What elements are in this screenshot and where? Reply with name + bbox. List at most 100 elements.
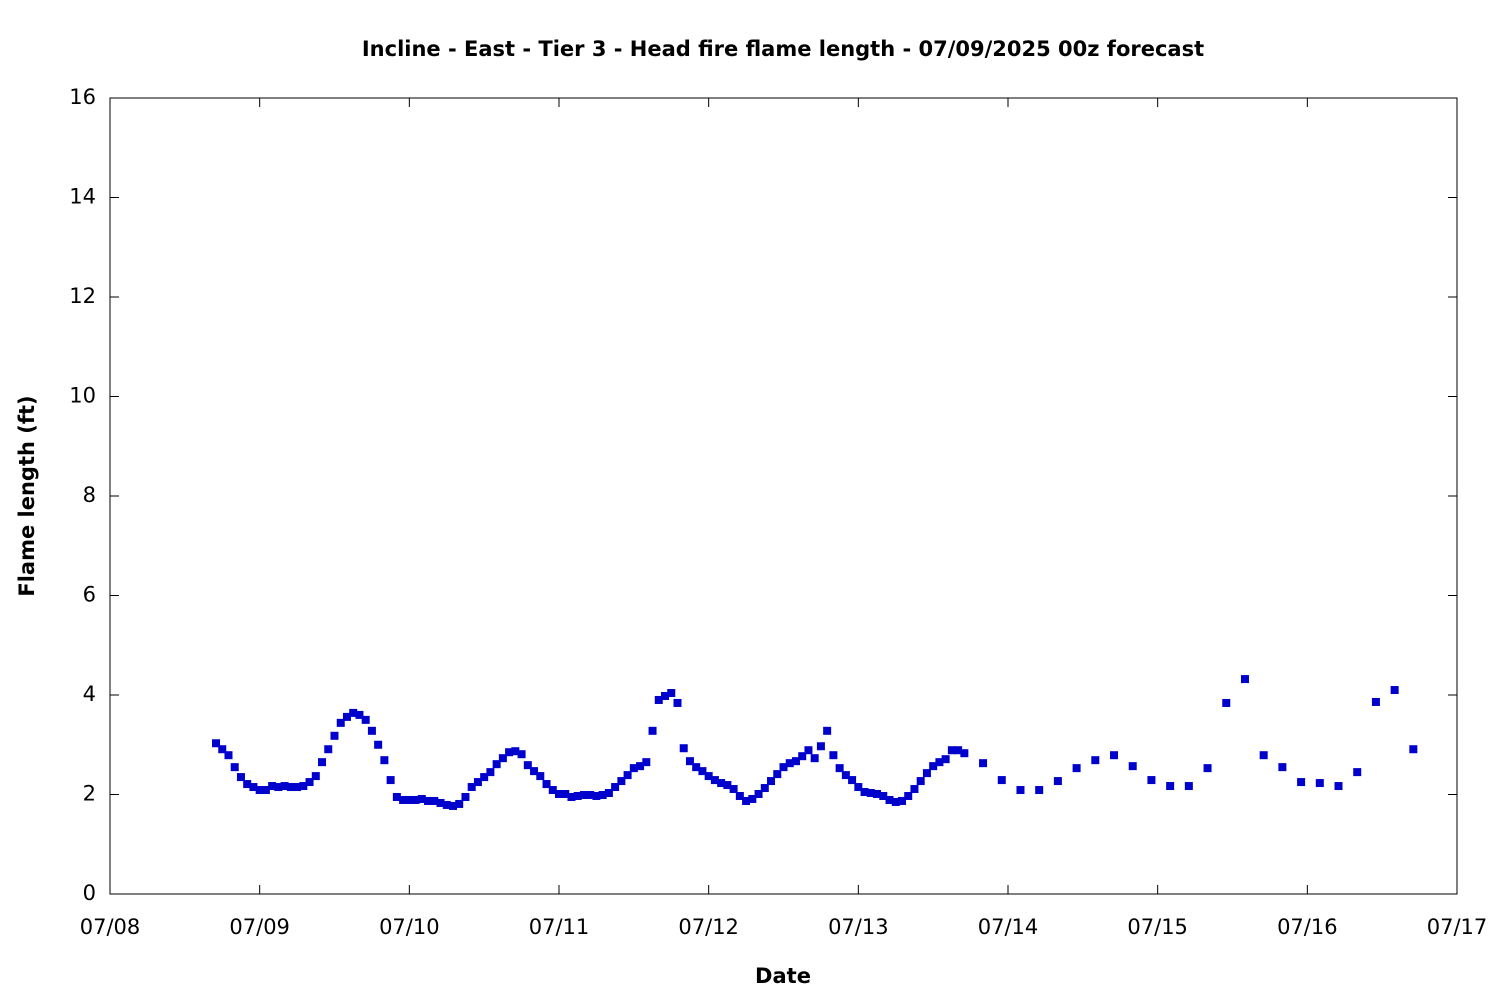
point — [717, 779, 726, 788]
point — [785, 759, 794, 768]
point — [342, 712, 351, 721]
point — [243, 780, 252, 789]
point — [442, 800, 451, 809]
point — [380, 756, 389, 765]
point — [299, 782, 308, 791]
point — [617, 777, 626, 786]
y-axis-label: Flame length (ft) — [15, 395, 39, 596]
point — [904, 791, 913, 800]
point — [511, 747, 520, 756]
point — [212, 739, 221, 748]
x-axis-label: Date — [755, 964, 811, 988]
point — [255, 786, 264, 795]
point — [392, 792, 401, 801]
point — [810, 754, 819, 763]
x-tick-label: 07/16 — [1277, 915, 1338, 939]
point — [916, 777, 925, 786]
point — [642, 758, 651, 767]
point — [773, 770, 782, 779]
point — [336, 718, 345, 727]
point — [692, 763, 701, 772]
point — [498, 754, 507, 763]
point — [592, 791, 601, 800]
point — [723, 781, 732, 790]
point — [954, 746, 963, 755]
point — [1315, 779, 1324, 788]
point — [679, 744, 688, 753]
point — [448, 801, 457, 810]
point — [910, 785, 919, 794]
point — [1390, 686, 1399, 695]
point — [517, 750, 526, 759]
point — [929, 762, 938, 771]
point — [461, 792, 470, 801]
point — [367, 726, 376, 735]
point — [636, 762, 645, 771]
point — [611, 783, 620, 792]
point — [791, 757, 800, 766]
point — [455, 799, 464, 808]
point — [710, 776, 719, 785]
point — [286, 783, 295, 792]
point — [573, 791, 582, 800]
point — [486, 768, 495, 777]
point — [1147, 776, 1156, 785]
point — [1110, 751, 1119, 760]
point — [561, 790, 570, 799]
point — [698, 767, 707, 776]
point — [1128, 762, 1137, 771]
point — [548, 786, 557, 795]
point — [436, 798, 445, 807]
point — [760, 784, 769, 793]
point — [386, 776, 395, 785]
y-tick-label: 16 — [69, 85, 96, 109]
point — [1072, 764, 1081, 773]
point — [579, 790, 588, 799]
point — [1016, 786, 1025, 795]
point — [735, 791, 744, 800]
point — [667, 689, 676, 698]
point — [1240, 675, 1249, 684]
point — [355, 710, 364, 719]
point — [218, 745, 227, 754]
point — [473, 778, 482, 787]
y-tick-label: 0 — [83, 881, 96, 905]
y-tick-label: 10 — [69, 384, 96, 408]
point — [860, 788, 869, 797]
point — [349, 708, 358, 717]
point — [523, 761, 532, 770]
point — [330, 731, 339, 740]
point — [492, 760, 501, 769]
point — [704, 772, 713, 781]
point — [430, 796, 439, 805]
x-tick-label: 07/09 — [229, 915, 290, 939]
point — [467, 783, 476, 792]
point — [1334, 782, 1343, 791]
point — [941, 755, 950, 764]
y-tick-label: 12 — [69, 284, 96, 308]
point — [661, 691, 670, 700]
point — [654, 695, 663, 704]
point — [1166, 782, 1175, 791]
point — [816, 742, 825, 751]
point — [798, 752, 807, 761]
point — [997, 776, 1006, 785]
point — [873, 790, 882, 799]
point — [673, 698, 682, 707]
point — [224, 751, 233, 760]
point — [866, 789, 875, 798]
point — [361, 715, 370, 724]
point — [405, 795, 414, 804]
point — [261, 786, 270, 795]
point — [885, 795, 894, 804]
point — [1053, 777, 1062, 786]
point — [829, 751, 838, 760]
point — [530, 767, 539, 776]
point — [1091, 756, 1100, 765]
point — [742, 796, 751, 805]
point — [268, 782, 277, 791]
point — [779, 763, 788, 772]
point — [411, 795, 420, 804]
point — [804, 746, 813, 755]
